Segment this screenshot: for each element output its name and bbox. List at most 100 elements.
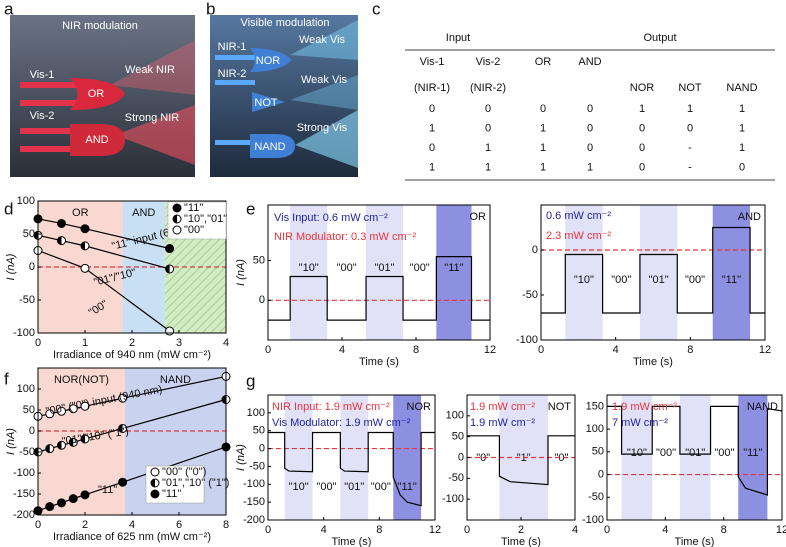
chart: OR AND 0 1 2 3 4 -100 -50 0 50 100 Irradiance of 940… [5, 195, 229, 361]
x-tick-label: 0 [538, 344, 544, 356]
plot-frame [267, 394, 436, 521]
image-label: Vis-1 [30, 69, 55, 81]
x-tick-label: 2 [82, 519, 88, 531]
table-cell: 0 [587, 103, 593, 115]
region-label: "01" [344, 481, 364, 493]
y-tick-label: -50 [448, 472, 464, 484]
region [639, 205, 678, 340]
and-gate [70, 124, 125, 156]
table-cell: 0 [587, 142, 593, 154]
gate-label: NAND [747, 401, 778, 413]
annotation: Vis Modulator: 1.9 mW cm⁻² [272, 417, 411, 429]
image-label: Weak Vis [299, 34, 346, 46]
x-tick-label: 4 [339, 344, 345, 356]
data-line [268, 256, 490, 321]
y-tick-label: 50 [253, 425, 265, 437]
table-cell: 0 [540, 103, 546, 115]
x-axis-label: Time (s) [501, 536, 541, 547]
gate-label: AND [738, 211, 761, 223]
y-tick-label: -100 [516, 334, 538, 346]
marker-body [150, 489, 160, 499]
x-tick-label: 8 [376, 524, 382, 536]
legend-label: "11" [184, 202, 203, 214]
image-label: Strong NIR [125, 112, 179, 124]
marker [118, 477, 128, 487]
x-tick-label: 4 [321, 524, 327, 536]
y-tick-label: -150 [13, 488, 35, 500]
marker-half [57, 441, 62, 450]
region [565, 205, 603, 340]
table-cell: 0 [639, 122, 645, 134]
x-tick-label: 8 [721, 524, 727, 536]
x-tick-label: 12 [759, 344, 771, 356]
annotation: 2.3 mW cm⁻² [546, 230, 611, 242]
region [621, 395, 653, 520]
table-cell: 0 [639, 142, 645, 154]
image-label: NOR [256, 55, 281, 67]
table-header: NOR [630, 82, 655, 94]
x-axis-label: Time (s) [633, 356, 673, 368]
marker-half [69, 438, 74, 447]
marker-body [68, 404, 78, 414]
y-tick-label: -100 [243, 478, 265, 490]
table-cell: 1 [540, 161, 546, 173]
y-axis-label: I (nA) [5, 428, 17, 455]
image-label: AND [85, 134, 108, 146]
legend-label: "01","10" ("1") [162, 477, 229, 489]
chart: "10" "00" "01" "00" "11" 0 4 8 12 -100 -50 0 Time (s… [516, 204, 771, 368]
marker [80, 263, 90, 273]
marker [45, 409, 55, 419]
table-cell: 1 [687, 103, 693, 115]
data-line [268, 431, 435, 507]
table-cell: 1 [739, 103, 745, 115]
marker-body [80, 224, 90, 234]
gate-label: NOT [548, 401, 572, 413]
marker [165, 244, 175, 254]
region-label: "00" [656, 447, 676, 459]
nand-gate [250, 134, 295, 158]
marker [57, 218, 66, 228]
fiber [20, 82, 80, 88]
x-tick-label: 8 [223, 519, 229, 531]
marker [172, 203, 182, 213]
table-header: NAND [726, 82, 757, 94]
panel-label: f [4, 369, 9, 388]
region-label: "11" [444, 262, 463, 274]
beam [115, 105, 195, 165]
marker [68, 437, 78, 447]
region-label: "00" [714, 447, 734, 459]
table-header: NOT [678, 82, 702, 94]
y-axis-label: I (nA) [5, 253, 17, 280]
marker-half [165, 264, 170, 273]
table-cell: 1 [429, 122, 435, 134]
marker-half [81, 241, 85, 250]
marker-body [165, 244, 175, 254]
truth-table: Input Output [405, 32, 775, 181]
chart: "10" "00" "01" "00" "11" 0 4 8 12 -100 -50 0 50 100 15… [582, 394, 786, 547]
image-title: NIR modulation [62, 20, 138, 32]
fiber [215, 140, 255, 145]
marker [80, 241, 90, 251]
marker [150, 489, 160, 499]
marker-body [118, 393, 128, 403]
x-tick-label: 4 [662, 524, 668, 536]
plot-frame [606, 394, 783, 521]
table-cell: 0 [485, 122, 491, 134]
chart: "10" "00" "01" "00" "11" 0 4 8 12 -200 -150 -100 -50… [235, 394, 441, 547]
marker-body [45, 502, 55, 512]
annotation: "11" [98, 484, 117, 496]
y-tick-label: 100 [586, 423, 604, 435]
marker [68, 404, 78, 414]
table-cell: 0 [429, 103, 435, 115]
region [366, 205, 404, 340]
marker [165, 264, 175, 274]
beam [290, 75, 358, 110]
table-cell: 0 [687, 122, 693, 134]
x-tick-label: 2 [129, 337, 135, 349]
image-label: Vis-2 [30, 110, 55, 122]
y-tick-label: -50 [588, 491, 604, 503]
marker [150, 478, 160, 488]
y-tick-label: 100 [17, 383, 35, 395]
